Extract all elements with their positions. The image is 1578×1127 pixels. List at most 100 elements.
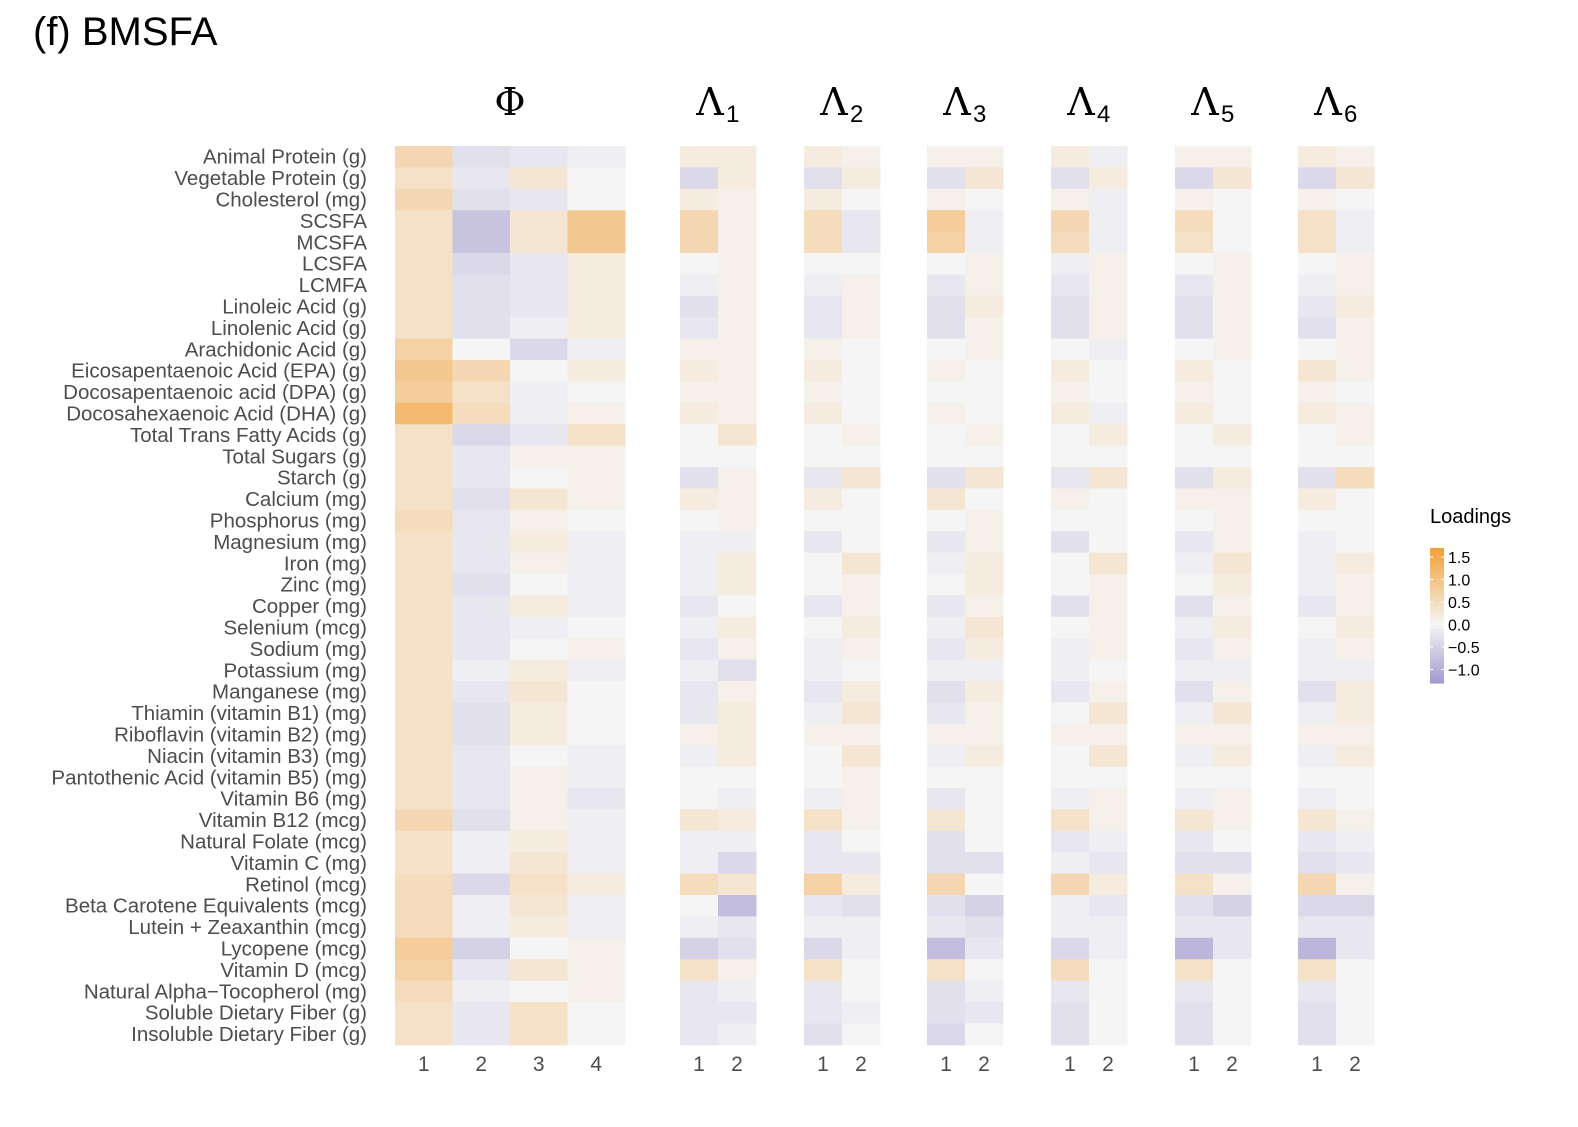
heatmap-cell [1175,509,1214,532]
heatmap-cell [927,210,966,233]
heatmap-cell [1336,659,1375,682]
row-label: Arachidonic Acid (g) [185,338,367,361]
heatmap-cell [1089,916,1128,939]
heatmap-cell [1298,253,1337,275]
heatmap-cell [1336,766,1375,789]
legend-gradient-segment [1430,602,1444,606]
heatmap-cell [1175,1002,1214,1024]
heatmap-cell [842,980,881,1003]
heatmap-cell [680,424,719,447]
heatmap-cell [927,188,966,211]
heatmap-cell [1089,146,1128,168]
heatmap-cell [718,552,757,575]
heatmap-cell [927,338,966,361]
heatmap-cell [1336,424,1375,447]
heatmap-cell [1298,210,1337,233]
heatmap-cell [567,295,626,318]
heatmap-cell [965,702,1004,725]
heatmap-cell [842,937,881,960]
heatmap-cell [927,852,966,875]
heatmap-cell [395,852,453,875]
row-label: MCSFA [296,231,367,254]
heatmap-cell [1051,830,1090,853]
heatmap-cell [1336,681,1375,703]
panel-subscript: 6 [1344,101,1357,128]
heatmap-cell [718,295,757,318]
heatmap-cell [842,295,881,318]
heatmap-cell [804,681,843,703]
heatmap-cell [395,467,453,489]
heatmap-cell [965,467,1004,489]
heatmap-cell [1213,959,1252,982]
heatmap-cell [567,188,626,211]
heatmap-cell [395,873,453,896]
heatmap-cell [1213,360,1252,382]
heatmap-cell [842,167,881,190]
heatmap-cell [567,231,626,254]
heatmap-cell [1298,231,1337,254]
heatmap-cell [452,552,511,575]
heatmap-cell [1336,360,1375,382]
heatmap-cell [510,210,568,233]
heatmap-cell [1213,488,1252,511]
heatmap-cell [1213,552,1252,575]
heatmap-cell [567,852,626,875]
heatmap-cell [1298,188,1337,211]
heatmap-cell [1089,274,1128,297]
heatmap-cell [965,552,1004,575]
heatmap-cell [965,616,1004,639]
heatmap-cell [1298,509,1337,532]
heatmap-cell [1051,146,1090,168]
legend-gradient-segment [1430,578,1444,583]
heatmap-cell [718,231,757,254]
heatmap-cell [965,809,1004,832]
heatmap-cell [1336,959,1375,982]
heatmap-cell [395,937,453,960]
heatmap-cell [510,702,568,725]
heatmap-cell [510,681,568,703]
panel-subscript: 4 [1097,101,1110,128]
heatmap-cell [1051,681,1090,703]
heatmap-cell [718,937,757,960]
row-label: Docosapentaenoic acid (DPA) (g) [63,381,367,404]
heatmap-cell [680,445,719,468]
heatmap-cell [1336,188,1375,211]
row-label: Natural Folate (mcg) [180,831,367,854]
heatmap-cell [1213,338,1252,361]
heatmap-cell [567,723,626,746]
heatmap-cell [1213,980,1252,1003]
heatmap-cell [804,830,843,853]
heatmap-cell [1213,659,1252,682]
heatmap-cell [1336,253,1375,275]
row-label: LCSFA [302,253,367,276]
column-label: 1 [418,1053,430,1076]
heatmap-cell [567,338,626,361]
heatmap-cell [965,574,1004,596]
heatmap-cell [452,509,511,532]
heatmap-cell [1298,766,1337,789]
chart-title: (f) BMSFA [33,10,218,54]
heatmap-cell [395,402,453,425]
heatmap-cell [842,1002,881,1024]
heatmap-cell [1298,488,1337,511]
heatmap-cell [718,1002,757,1024]
heatmap-cell [842,959,881,982]
heatmap-cell [718,809,757,832]
heatmap-cell [395,659,453,682]
legend-gradient-segment [1430,642,1444,647]
heatmap-cell [1213,809,1252,832]
heatmap-cell [842,231,881,254]
heatmap-cell [452,381,511,404]
heatmap-cell [680,1023,719,1046]
heatmap-cell [1051,638,1090,661]
heatmap-cell [452,295,511,318]
heatmap-cell [1089,381,1128,404]
column-label: 2 [1226,1053,1238,1076]
heatmap-cell [452,852,511,875]
heatmap-cell [1089,681,1128,703]
heatmap-cell [1298,745,1337,768]
heatmap-cell [1089,167,1128,190]
legend-tick-label: 0.0 [1448,618,1470,635]
heatmap-cell [1089,959,1128,982]
heatmap-cell [842,488,881,511]
